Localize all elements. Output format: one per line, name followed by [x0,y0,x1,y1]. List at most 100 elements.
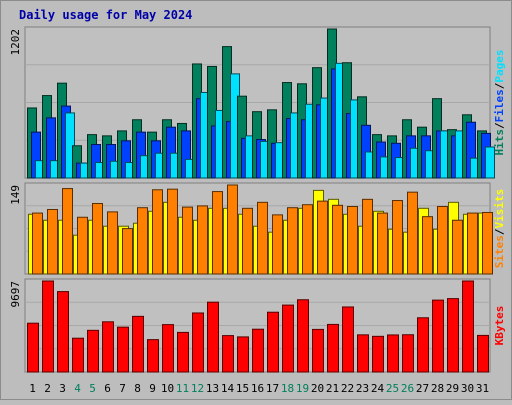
x-tick-label-28: 28 [431,382,444,395]
bar-sites-day-13 [212,191,223,275]
x-tick-label-27: 27 [416,382,429,395]
bar-sites-day-24 [377,212,388,275]
x-tick-label-20: 20 [311,382,324,395]
bar-kbytes-day-24 [372,335,384,373]
legend-part: Hits [493,129,506,156]
x-tick-label-19: 19 [296,382,309,395]
bar-kbytes-day-23 [357,334,369,373]
bar-pages-day-31 [485,146,495,179]
chart-panels: 1202Hits/Files/Pages149Sites/Visits9697K… [9,26,506,373]
x-tick-label-3: 3 [59,382,66,395]
x-tick-label-23: 23 [356,382,369,395]
bar-kbytes-day-1 [27,322,39,373]
legend-part: KBytes [493,306,506,346]
bar-sites-day-14 [227,184,238,275]
legend-part: Visits [493,189,506,229]
bar-sites-day-27 [422,216,433,275]
x-tick-label-14: 14 [221,382,235,395]
x-tick-label-26: 26 [401,382,414,395]
bar-sites-day-29 [452,219,463,275]
x-tick-label-29: 29 [446,382,459,395]
bar-sites-day-6 [107,211,118,275]
bar-kbytes-day-27 [417,317,429,373]
bar-kbytes-day-5 [87,329,99,373]
bar-kbytes-day-13 [207,301,219,373]
bar-kbytes-day-14 [222,335,234,373]
series-legend-label: KBytes [493,306,506,346]
x-tick-label-8: 8 [134,382,141,395]
bar-kbytes-day-4 [72,337,84,373]
legend-part: Sites [493,235,506,268]
bar-sites-day-16 [257,201,268,275]
bar-sites-day-25 [392,200,403,275]
x-tick-label-30: 30 [461,382,474,395]
panel-2: 149 Sites/Visits [9,182,506,275]
bar-sites-day-17 [272,214,283,275]
legend-part: Pages [493,50,506,83]
bar-sites-day-1 [32,212,43,275]
x-tick-label-4: 4 [74,382,81,395]
bar-sites-day-21 [332,204,343,275]
bar-kbytes-day-7 [117,326,129,373]
bar-kbytes-day-16 [252,328,264,373]
bar-sites-day-19 [302,204,313,275]
bar-sites-day-8 [137,207,148,275]
series-legend-label: Sites/Visits [493,189,506,269]
bar-sites-day-15 [242,207,253,275]
bar-kbytes-day-9 [147,339,159,373]
bar-sites-day-3 [62,188,73,275]
bar-kbytes-day-19 [297,299,309,373]
bar-kbytes-day-10 [162,324,174,373]
bar-kbytes-day-26 [402,334,414,373]
bar-kbytes-day-20 [312,328,324,373]
x-tick-label-7: 7 [119,382,126,395]
legend-part: / [493,82,506,89]
bar-kbytes-day-18 [282,304,294,373]
x-tick-label-22: 22 [341,382,354,395]
bar-kbytes-day-3 [57,291,69,373]
panel-3: 9697 KBytes [9,278,506,373]
x-tick-label-17: 17 [266,382,279,395]
x-tick-label-18: 18 [281,382,294,395]
chart-title: Daily usage for May 2024 [19,8,192,22]
bar-sites-day-2 [47,208,58,275]
x-axis-day-labels: 1 2 3 4 5 6 7 8 9 10 11 12 13 14 15 16 17 18 19 20 21 22 23 24 2… [29,382,489,395]
x-tick-label-21: 21 [326,382,339,395]
x-tick-label-24: 24 [371,382,385,395]
bar-kbytes-day-31 [477,334,489,373]
x-tick-label-10: 10 [161,382,174,395]
bar-kbytes-day-29 [447,298,459,373]
y-max-label: 149 [9,185,22,205]
y-max-label: 1202 [9,29,22,56]
bar-kbytes-day-15 [237,336,249,373]
bar-kbytes-day-25 [387,334,399,373]
bar-kbytes-day-28 [432,299,444,373]
bar-kbytes-day-22 [342,306,354,373]
bar-sites-day-22 [347,206,358,275]
x-tick-label-13: 13 [206,382,219,395]
x-tick-label-11: 11 [176,382,189,395]
x-tick-label-25: 25 [386,382,399,395]
bar-sites-day-10 [167,188,178,275]
bar-kbytes-day-2 [42,280,54,373]
bar-kbytes-day-12 [192,312,204,373]
x-tick-label-9: 9 [149,382,156,395]
bar-sites-day-20 [317,200,328,275]
x-tick-label-12: 12 [191,382,204,395]
bar-sites-day-26 [407,191,418,275]
bar-kbytes-day-21 [327,323,339,373]
bar-kbytes-day-8 [132,315,144,373]
bar-sites-day-18 [287,207,298,275]
bar-sites-day-30 [467,212,478,275]
bar-kbytes-day-17 [267,311,279,373]
bar-sites-day-4 [77,216,88,275]
x-tick-label-31: 31 [476,382,489,395]
x-tick-label-1: 1 [29,382,36,395]
bar-kbytes-day-30 [462,280,474,373]
x-tick-label-2: 2 [44,382,51,395]
y-max-label: 9697 [9,281,22,308]
legend-part: Files [493,89,506,122]
